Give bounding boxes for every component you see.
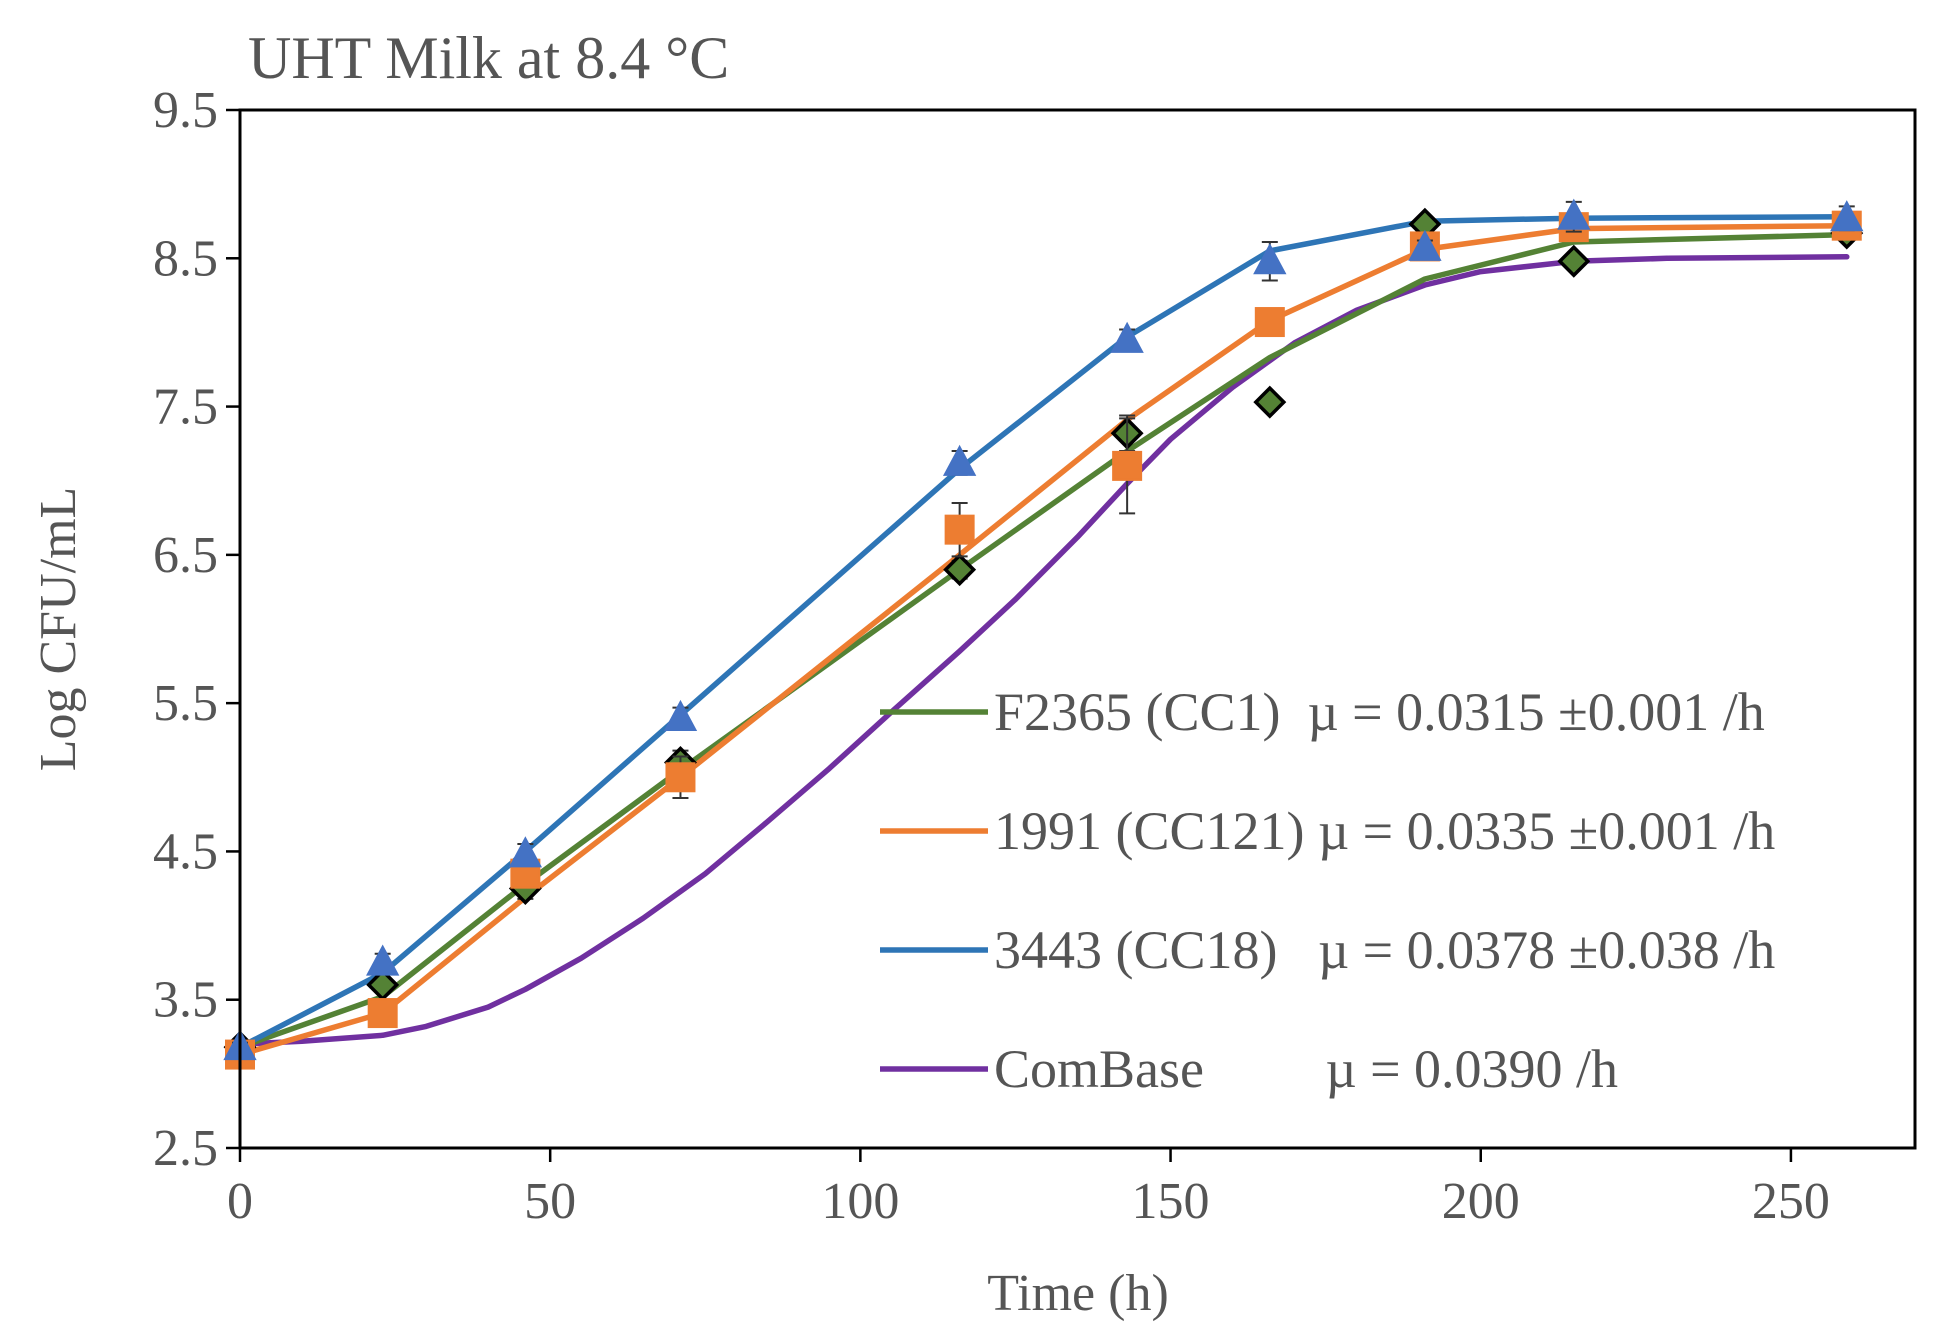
series-1991-cc121: [237, 222, 1850, 1058]
data-point: [1557, 198, 1591, 230]
data-point: [665, 762, 696, 793]
x-tick-label: 150: [1132, 1173, 1210, 1230]
y-tick-label: 7.5: [153, 379, 218, 436]
x-tick-label: 50: [524, 1173, 576, 1230]
series-combase: [237, 254, 1850, 1047]
data-point: [1253, 243, 1287, 275]
x-axis-label: Time (h): [987, 1265, 1169, 1322]
data-point: [1253, 385, 1287, 419]
series-3443-cc18: [237, 214, 1850, 1050]
x-tick-label: 250: [1752, 1173, 1830, 1230]
data-point: [508, 836, 543, 868]
fit-line: [237, 231, 1850, 1050]
plot-area-frame: [238, 108, 1917, 1150]
fit-line: [237, 254, 1850, 1047]
y-tick-label: 5.5: [153, 675, 218, 732]
data-point: [943, 553, 977, 587]
legend-label: F2365 (CC1) µ = 0.0315 ±0.001 /h: [994, 682, 1765, 742]
y-tick-label: 2.5: [153, 1120, 218, 1177]
data-point: [1408, 229, 1442, 261]
y-tick-label: 8.5: [153, 230, 218, 287]
y-tick-label: 4.5: [153, 823, 218, 880]
x-tick-label: 100: [821, 1173, 899, 1230]
data-point: [1110, 321, 1144, 353]
x-axis-ticks: 0 50 100 150 200 250: [227, 1148, 1830, 1230]
legend: F2365 (CC1) µ = 0.0315 ±0.001 /h 1991 (CC…: [880, 682, 1775, 1099]
x-tick-label: 0: [227, 1173, 253, 1230]
chart-title: UHT Milk at 8.4 °C: [248, 25, 729, 91]
y-tick-label: 9.5: [153, 82, 218, 139]
data-point: [1557, 244, 1591, 278]
y-axis-label: Log CFU/mL: [30, 487, 87, 772]
y-axis-ticks: 2.5 3.5 4.5 5.5 6.5 7.5 8.5 9.5: [153, 82, 240, 1177]
data-point: [367, 998, 398, 1029]
data-point: [944, 514, 975, 545]
series-layer: [223, 198, 1864, 1070]
series-f2365-cc1: [237, 231, 1850, 1050]
x-tick-label: 200: [1442, 1173, 1520, 1230]
legend-label: 1991 (CC121) µ = 0.0335 ±0.001 /h: [994, 801, 1775, 861]
fit-line: [237, 222, 1850, 1058]
y-tick-label: 6.5: [153, 527, 218, 584]
legend-label: ComBase µ = 0.0390 /h: [994, 1039, 1618, 1099]
data-point: [663, 699, 698, 731]
legend-label: 3443 (CC18) µ = 0.0378 ±0.038 /h: [994, 920, 1775, 980]
data-point: [942, 444, 977, 476]
fit-line: [237, 214, 1850, 1050]
data-point: [1254, 307, 1285, 338]
y-tick-label: 3.5: [153, 972, 218, 1029]
data-point: [366, 944, 400, 976]
data-point: [1830, 200, 1864, 232]
data-point: [1112, 450, 1143, 481]
